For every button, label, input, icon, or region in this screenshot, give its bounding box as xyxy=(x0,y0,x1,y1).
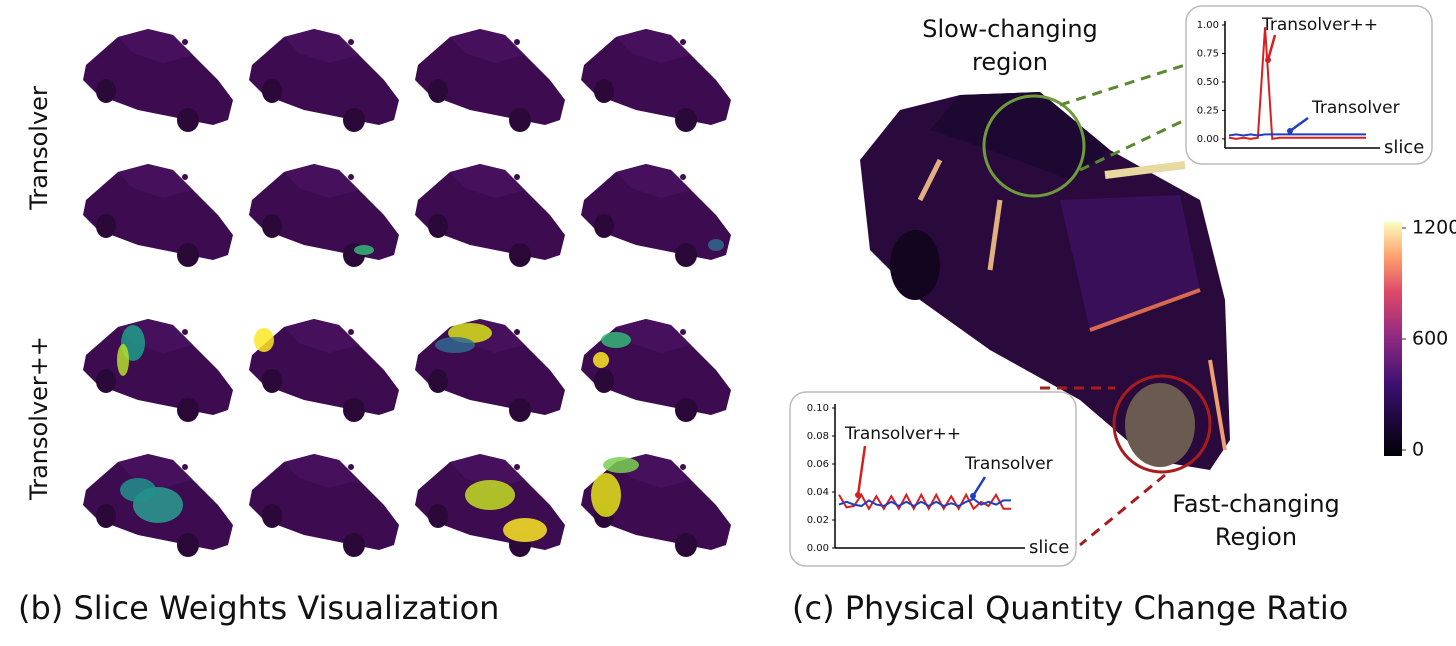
car xyxy=(581,454,731,557)
y-tick-label: 0.00 xyxy=(1197,134,1219,145)
arrow-head xyxy=(970,493,976,499)
arrow-head xyxy=(855,492,861,498)
weight-patch xyxy=(591,473,621,517)
y-tick-label: 0.00 xyxy=(807,543,829,554)
row-label: Transolver++ xyxy=(25,336,53,501)
x-axis-label: slice xyxy=(1384,137,1424,158)
car xyxy=(249,454,399,557)
car xyxy=(83,29,233,132)
car-body xyxy=(581,29,731,132)
arrow xyxy=(971,476,987,497)
weight-patch xyxy=(503,518,547,542)
series-line xyxy=(838,492,1011,511)
car xyxy=(415,29,565,132)
car xyxy=(249,164,399,267)
region-label: Slow-changing xyxy=(922,15,1098,43)
weight-patch xyxy=(117,344,129,376)
car-body xyxy=(249,454,399,557)
y-tick-label: 0.10 xyxy=(807,403,829,414)
car xyxy=(83,319,233,422)
arrow-head xyxy=(1265,57,1271,63)
car xyxy=(581,164,731,267)
weight-patch xyxy=(254,328,274,352)
caption: (c) Physical Quantity Change Ratio xyxy=(792,589,1348,627)
y-tick-label: 0.04 xyxy=(807,487,829,498)
arrow xyxy=(1266,34,1277,61)
arrow xyxy=(1289,116,1309,133)
colorbar-label: 600 xyxy=(1412,328,1448,350)
weight-patch xyxy=(601,332,631,348)
weight-patch xyxy=(120,478,156,502)
y-tick-label: 0.25 xyxy=(1197,105,1219,116)
car xyxy=(415,454,565,557)
car-body xyxy=(415,29,565,132)
car xyxy=(249,29,399,132)
car-grid xyxy=(83,29,731,557)
car-body xyxy=(415,164,565,267)
y-tick-label: 1.00 xyxy=(1197,20,1219,31)
car-body xyxy=(83,29,233,132)
inset-box xyxy=(1185,5,1433,165)
y-tick-label: 0.50 xyxy=(1197,77,1219,88)
car xyxy=(249,319,399,422)
arrow-head xyxy=(1287,128,1293,134)
series-label: Transolver++ xyxy=(1261,15,1378,35)
row-label: Transolver xyxy=(25,86,53,211)
car-body xyxy=(83,164,233,267)
car xyxy=(581,29,731,132)
colorbar-label: 1200 xyxy=(1412,217,1456,239)
caption: (b) Slice Weights Visualization xyxy=(18,589,499,627)
y-tick-label: 0.06 xyxy=(807,459,829,470)
weight-patch xyxy=(593,352,609,368)
weight-patch xyxy=(708,239,724,251)
weight-patch xyxy=(435,337,475,353)
car-body xyxy=(581,164,731,267)
y-tick-label: 0.02 xyxy=(807,515,829,526)
car xyxy=(415,164,565,267)
series-label: Transolver++ xyxy=(844,424,961,444)
arrow xyxy=(856,445,867,496)
weight-patch xyxy=(465,480,515,510)
inset-box xyxy=(789,391,1077,567)
series-label: Transolver xyxy=(964,454,1053,474)
car-body xyxy=(581,319,731,422)
series-line xyxy=(1228,27,1366,141)
y-tick-label: 0.08 xyxy=(807,431,829,442)
car xyxy=(83,454,233,557)
car-body xyxy=(249,29,399,132)
car-render xyxy=(860,92,1230,470)
car xyxy=(581,319,731,422)
weight-patch xyxy=(354,245,374,255)
car-body xyxy=(249,164,399,267)
region-label: Region xyxy=(1215,523,1297,551)
series-line xyxy=(1228,133,1366,137)
car xyxy=(415,319,565,422)
colorbar-label: 0 xyxy=(1412,439,1424,461)
car-body xyxy=(83,319,233,422)
colorbar xyxy=(1384,222,1402,456)
weight-patch xyxy=(603,457,639,473)
region-label: Fast-changing xyxy=(1172,490,1340,518)
series-line xyxy=(838,497,1011,508)
car xyxy=(83,164,233,267)
series-label: Transolver xyxy=(1311,98,1400,118)
y-tick-label: 0.75 xyxy=(1197,48,1219,59)
region-label: region xyxy=(972,48,1048,76)
x-axis-label: slice xyxy=(1029,537,1069,558)
